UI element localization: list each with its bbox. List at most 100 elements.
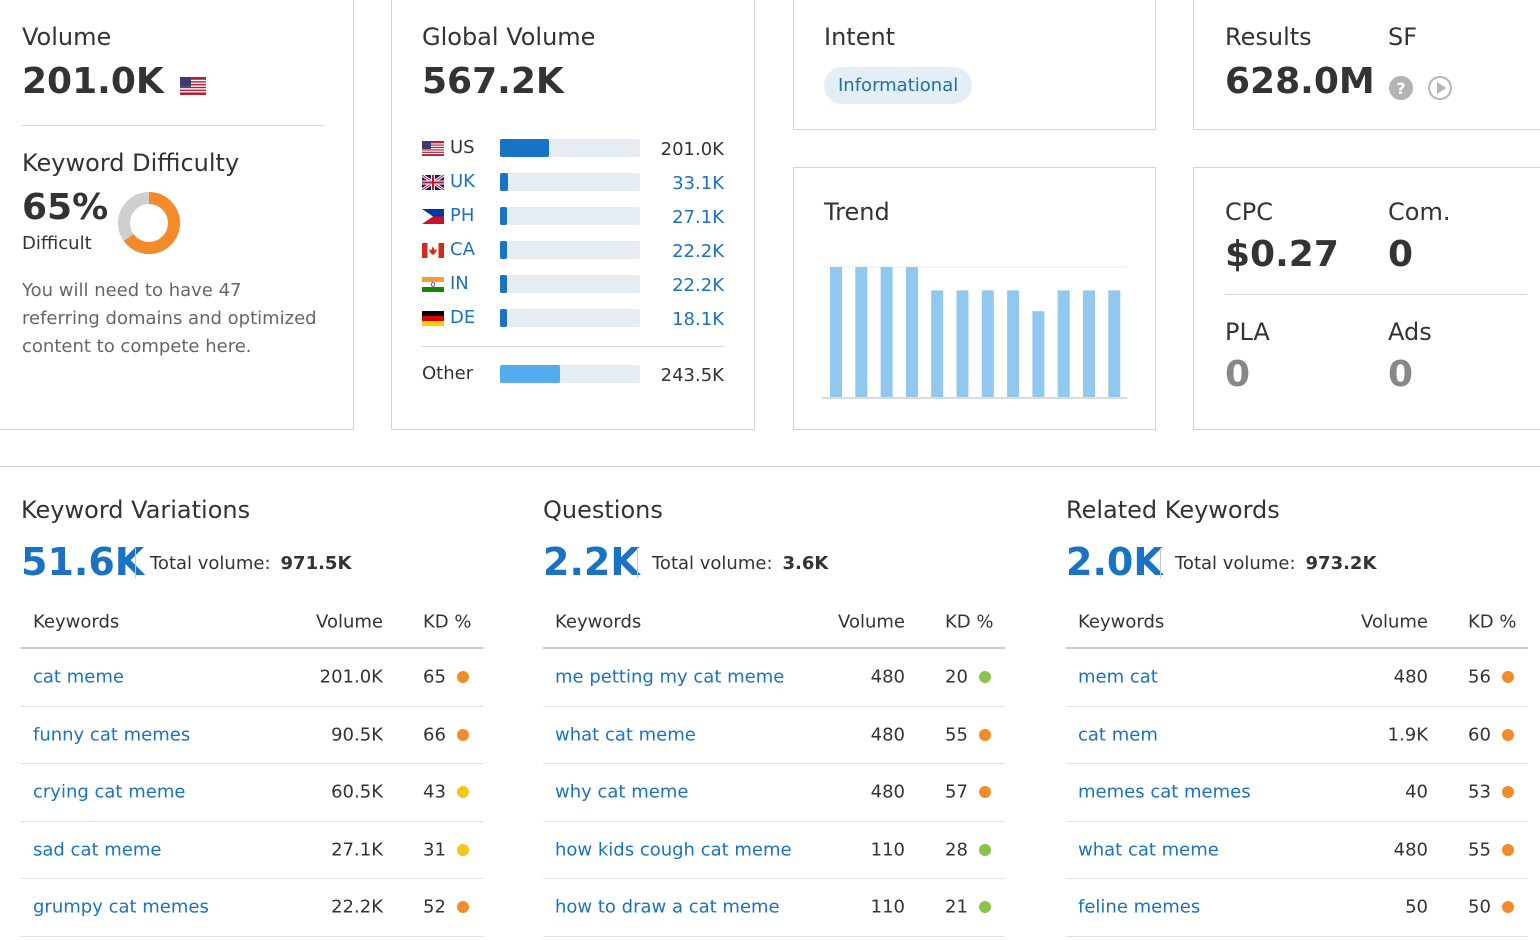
- keyword-kd: 55: [945, 724, 968, 746]
- section-total: Total volume: 971.5K: [150, 553, 351, 574]
- table-row: how to draw a cat meme 110 21: [543, 879, 1005, 937]
- intent-badge: Informational: [824, 67, 973, 104]
- kd-description: You will need to have 47 referring domai…: [22, 280, 317, 357]
- kd-indicator-dot: [1502, 901, 1514, 914]
- pla-value: 0: [1225, 354, 1251, 395]
- keywords-header: Keywords: [555, 611, 642, 633]
- ca-flag-icon: [422, 242, 444, 258]
- trend-card: Trend: [793, 167, 1156, 430]
- keyword-volume: 1.9K: [1387, 724, 1428, 746]
- keyword-link[interactable]: crying cat meme: [33, 781, 186, 803]
- country-bar-fill: [500, 309, 507, 327]
- keyword-volume: 480: [1393, 839, 1428, 861]
- trend-bar: [1057, 290, 1070, 397]
- kd-indicator-dot: [1502, 728, 1514, 741]
- trend-bar: [956, 290, 969, 397]
- svg-text:?: ?: [1396, 79, 1405, 98]
- keyword-kd: 50: [1468, 896, 1491, 918]
- keyword-link[interactable]: how kids cough cat meme: [555, 839, 792, 861]
- volume-header[interactable]: Volume: [1361, 611, 1428, 633]
- trend-bar: [855, 267, 868, 397]
- section-divider: [0, 466, 1540, 467]
- total-label: Total volume:: [1175, 553, 1296, 574]
- country-volume[interactable]: 22.2K: [672, 241, 724, 262]
- keyword-volume: 110: [870, 839, 905, 861]
- kd-indicator-dot: [979, 901, 991, 914]
- separator: [637, 548, 638, 578]
- kd-header[interactable]: KD %: [945, 611, 994, 633]
- keyword-volume: 480: [870, 781, 905, 803]
- country-code[interactable]: DE: [450, 307, 476, 328]
- kd-indicator-dot: [457, 728, 469, 741]
- section-count[interactable]: 2.0K: [1066, 540, 1163, 584]
- country-code[interactable]: IN: [450, 273, 469, 294]
- uk-flag-icon: [421, 173, 445, 191]
- results-value: 628.0M: [1225, 61, 1375, 102]
- volume-value: 201.0K: [22, 61, 207, 104]
- keyword-link[interactable]: memes cat memes: [1078, 781, 1251, 803]
- kd-header[interactable]: KD %: [1468, 611, 1517, 633]
- keyword-link[interactable]: how to draw a cat meme: [555, 896, 780, 918]
- global-volume-label: Global Volume: [422, 23, 596, 51]
- keyword-link[interactable]: me petting my cat meme: [555, 666, 785, 688]
- sf-label: SF: [1388, 23, 1418, 51]
- total-value: 973.2K: [1305, 553, 1377, 574]
- country-bar-fill: [500, 139, 549, 157]
- us-flag-icon: [422, 140, 444, 156]
- help-icon[interactable]: ?: [1388, 75, 1414, 101]
- keyword-link[interactable]: cat meme: [33, 666, 124, 688]
- kd-indicator-dot: [979, 671, 991, 684]
- keyword-link[interactable]: what cat meme: [555, 724, 696, 746]
- keyword-link[interactable]: feline memes: [1078, 896, 1201, 918]
- country-code[interactable]: PH: [450, 205, 475, 226]
- country-code[interactable]: UK: [450, 171, 475, 192]
- country-code[interactable]: CA: [450, 239, 475, 260]
- play-icon[interactable]: [1427, 75, 1453, 101]
- trend-bar: [830, 267, 842, 397]
- keyword-link[interactable]: cat mem: [1078, 724, 1158, 746]
- keyword-link[interactable]: what cat meme: [1078, 839, 1219, 861]
- total-value: 971.5K: [280, 553, 352, 574]
- country-volume[interactable]: 22.2K: [672, 275, 724, 296]
- other-bar-fill: [500, 365, 561, 383]
- country-volume[interactable]: 27.1K: [672, 207, 724, 228]
- volume-header[interactable]: Volume: [316, 611, 383, 633]
- table-row: what cat meme 480 55: [1066, 822, 1528, 879]
- trend-bar: [1083, 290, 1095, 397]
- intent-label: Intent: [824, 23, 896, 51]
- keyword-link[interactable]: why cat meme: [555, 781, 689, 803]
- kd-indicator-dot: [457, 901, 469, 914]
- table-header: Keywords Volume KD %: [21, 597, 483, 649]
- kd-header[interactable]: KD %: [423, 611, 472, 633]
- keyword-volume: 201.0K: [319, 666, 383, 688]
- kd-indicator-dot: [457, 671, 469, 684]
- kd-indicator-dot: [979, 728, 991, 741]
- keywords-header: Keywords: [1078, 611, 1165, 633]
- country-bar: [500, 173, 640, 191]
- divider: [422, 346, 724, 347]
- trend-bar: [1032, 311, 1045, 397]
- trend-bar: [1007, 290, 1020, 397]
- keyword-table: Keywords Volume KD % cat meme 201.0K 65 funny …: [21, 597, 483, 937]
- table-row: me petting my cat meme 480 20: [543, 649, 1005, 707]
- separator: [1160, 548, 1161, 578]
- cpc-card: CPC $0.27 Com. 0 PLA 0 Ads 0: [1193, 167, 1540, 430]
- trend-bar: [981, 290, 994, 397]
- volume-header[interactable]: Volume: [838, 611, 905, 633]
- table-row: why cat meme 480 57: [543, 764, 1005, 822]
- keyword-volume: 50: [1405, 896, 1428, 918]
- country-volume[interactable]: 18.1K: [672, 309, 724, 330]
- table-header: Keywords Volume KD %: [1066, 597, 1528, 649]
- section-count[interactable]: 51.6K: [21, 540, 145, 584]
- keyword-link[interactable]: funny cat memes: [33, 724, 191, 746]
- country-bar: [500, 275, 640, 293]
- keyword-table: Keywords Volume KD % me petting my cat meme…: [543, 597, 1005, 937]
- keyword-link[interactable]: grumpy cat memes: [33, 896, 209, 918]
- country-volume[interactable]: 33.1K: [672, 173, 724, 194]
- country-code: US: [450, 137, 475, 158]
- keyword-link[interactable]: mem cat: [1078, 666, 1158, 688]
- trend-label: Trend: [824, 198, 890, 226]
- keyword-link[interactable]: sad cat meme: [33, 839, 162, 861]
- keywords-header: Keywords: [33, 611, 120, 633]
- section-count[interactable]: 2.2K: [543, 540, 640, 584]
